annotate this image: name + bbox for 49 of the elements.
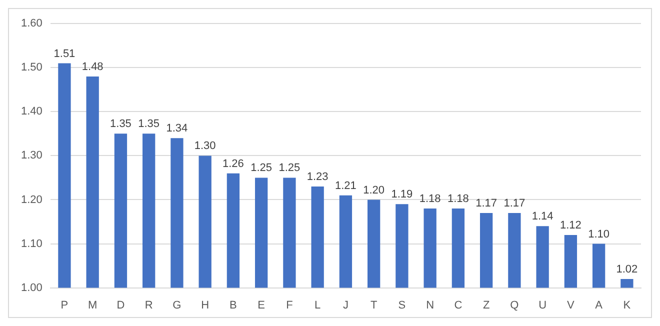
- data-label: 1.18: [419, 193, 441, 206]
- data-label: 1.02: [616, 264, 638, 276]
- x-tick-label: U: [538, 299, 547, 312]
- x-tick-label: H: [201, 299, 210, 312]
- y-tick-label: 1.50: [20, 62, 42, 74]
- data-label: 1.20: [363, 184, 385, 196]
- x-tick-label: D: [116, 299, 125, 312]
- data-label: 1.34: [166, 122, 188, 135]
- data-label: 1.12: [560, 219, 582, 232]
- x-tick-label: T: [370, 299, 378, 312]
- data-label: 1.23: [306, 171, 328, 184]
- y-tick-label: 1.30: [20, 150, 42, 162]
- x-tick-label: Z: [482, 299, 490, 312]
- x-tick-label: K: [623, 299, 632, 312]
- data-label: 1.25: [250, 162, 272, 174]
- x-tick-label: A: [595, 299, 604, 312]
- x-tick-label: Q: [510, 299, 520, 312]
- data-label: 1.35: [110, 118, 132, 130]
- x-tick-label: S: [398, 299, 406, 312]
- x-tick-label: M: [88, 299, 98, 312]
- data-label: 1.17: [504, 197, 526, 210]
- data-label: 1.19: [391, 188, 413, 201]
- data-label: 1.14: [532, 210, 554, 223]
- y-tick-label: 1.10: [20, 238, 42, 250]
- x-tick-label: C: [454, 299, 462, 312]
- data-label: 1.51: [54, 48, 76, 60]
- data-label: 1.30: [194, 140, 216, 152]
- x-tick-label: R: [144, 299, 153, 312]
- data-label: 1.10: [588, 228, 610, 240]
- data-label: 1.35: [138, 118, 160, 130]
- y-tick-label: 1.40: [20, 106, 42, 118]
- data-label: 1.18: [447, 193, 469, 206]
- data-label: 1.25: [278, 162, 300, 174]
- x-tick-label: L: [314, 299, 321, 312]
- y-tick-label: 1.00: [20, 282, 42, 294]
- x-tick-label: N: [426, 299, 434, 312]
- x-tick-label: E: [258, 299, 266, 312]
- x-tick-label: G: [172, 299, 182, 312]
- data-label: 1.21: [334, 180, 356, 192]
- data-label: 1.26: [222, 158, 244, 170]
- y-tick-label: 1.60: [20, 18, 42, 30]
- x-tick-label: B: [230, 299, 237, 312]
- x-tick-label: V: [567, 299, 576, 312]
- y-tick-label: 1.20: [20, 194, 42, 206]
- x-tick-label: P: [60, 299, 68, 312]
- x-tick-label: J: [342, 299, 348, 312]
- data-label: 1.17: [476, 197, 498, 210]
- data-label: 1.48: [82, 60, 104, 73]
- x-tick-label: F: [286, 299, 294, 312]
